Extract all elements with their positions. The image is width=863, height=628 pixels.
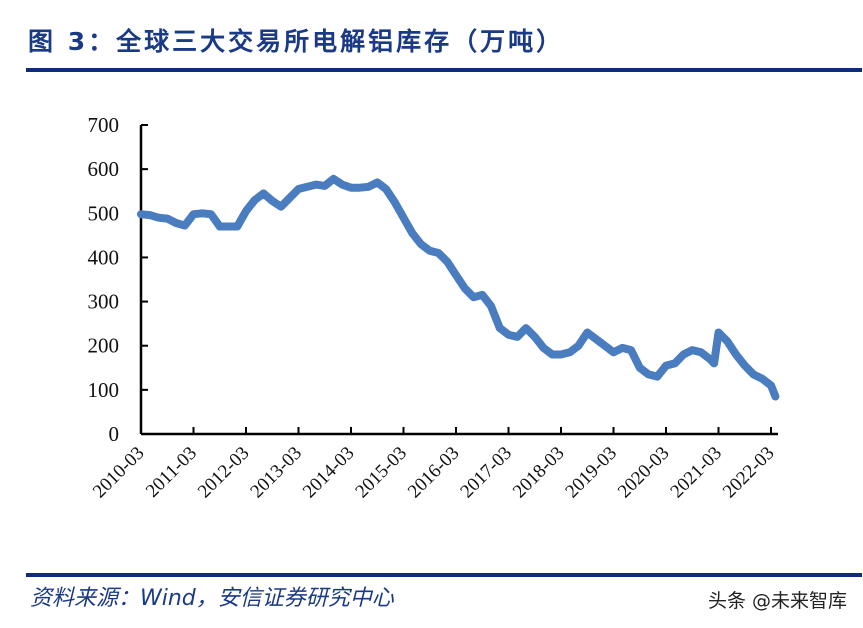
footer-divider xyxy=(26,573,862,577)
x-tick-label: 2016-03 xyxy=(404,443,464,503)
x-tick-label: 2011-03 xyxy=(142,443,201,502)
x-tick-label: 2010-03 xyxy=(89,443,149,503)
x-tick-label: 2015-03 xyxy=(351,443,411,503)
x-tick-label: 2021-03 xyxy=(666,443,726,503)
y-tick-label: 400 xyxy=(88,245,120,269)
x-tick-label: 2020-03 xyxy=(614,443,674,503)
y-tick-label: 0 xyxy=(109,422,120,446)
y-tick-label: 700 xyxy=(88,113,120,137)
y-tick-label: 100 xyxy=(88,378,120,402)
aluminum-inventory-line xyxy=(137,174,780,401)
y-axis: 0 100 200 300 400 500 600 700 xyxy=(88,113,148,446)
watermark: 头条 @未来智库 xyxy=(707,590,847,612)
y-tick-label: 300 xyxy=(88,290,120,314)
y-tick-label: 200 xyxy=(88,334,120,358)
y-tick-label: 500 xyxy=(88,201,120,225)
x-tick-label: 2018-03 xyxy=(509,443,569,503)
source-note: 资料来源：Wind，安信证券研究中心 xyxy=(30,586,394,611)
x-tick-label: 2012-03 xyxy=(194,443,254,503)
x-axis: 2010-032011-032012-032013-032014-032015-… xyxy=(89,427,779,502)
x-tick-label: 2017-03 xyxy=(456,443,516,503)
x-tick-label: 2019-03 xyxy=(561,443,621,503)
x-tick-label: 2013-03 xyxy=(246,443,306,503)
x-tick-label: 2022-03 xyxy=(719,443,779,503)
x-tick-label: 2014-03 xyxy=(299,443,359,503)
header-divider xyxy=(26,68,862,72)
chart-title: 图 3：全球三大交易所电解铝库存（万吨） xyxy=(28,27,565,56)
y-tick-label: 600 xyxy=(88,157,120,181)
series-line xyxy=(137,174,780,401)
